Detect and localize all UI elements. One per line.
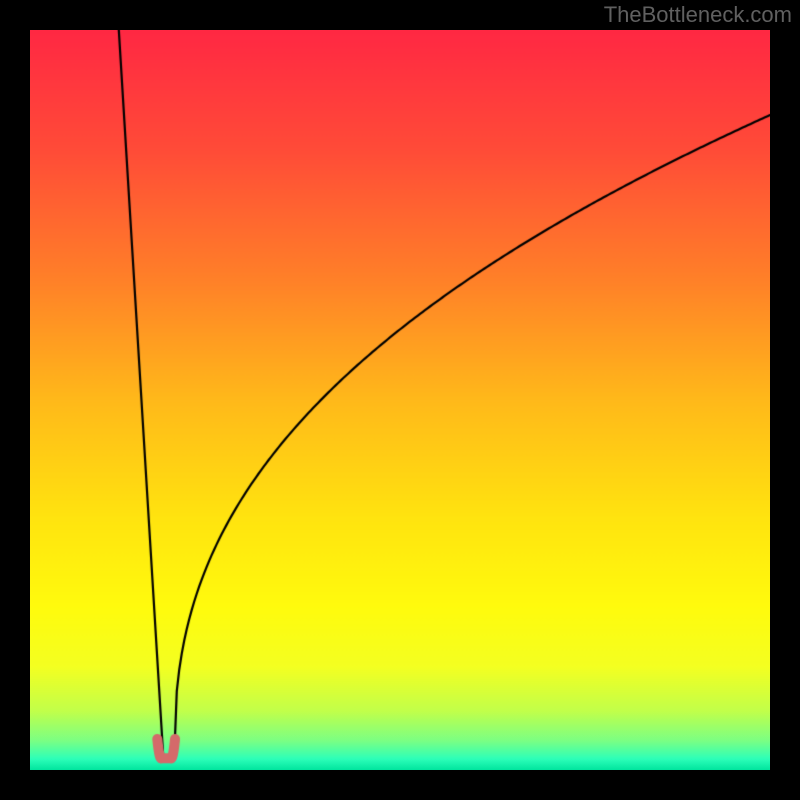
bottleneck-curve-chart xyxy=(30,30,770,770)
chart-plot-area xyxy=(30,30,770,770)
watermark-text: TheBottleneck.com xyxy=(604,2,792,28)
